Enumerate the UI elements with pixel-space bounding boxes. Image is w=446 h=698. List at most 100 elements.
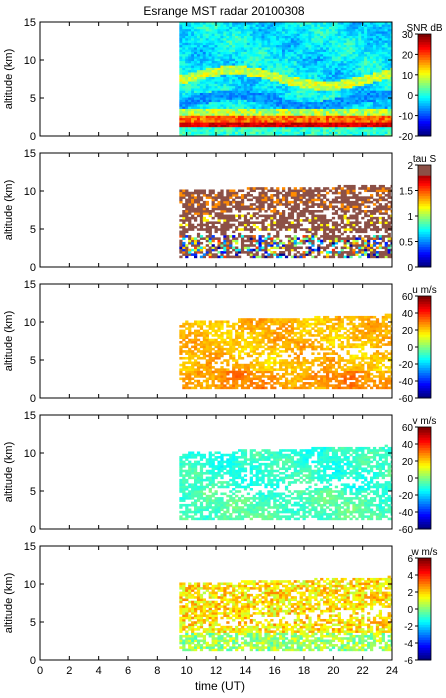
- heatmap-cell: [314, 58, 317, 61]
- heatmap-cell: [229, 251, 232, 254]
- heatmap-cell: [220, 88, 223, 91]
- heatmap-cell: [314, 104, 317, 107]
- heatmap-cell: [329, 65, 332, 68]
- heatmap-cell: [182, 111, 185, 114]
- heatmap-cell: [238, 100, 241, 103]
- heatmap-cell: [291, 100, 294, 103]
- heatmap-cell: [314, 199, 317, 202]
- heatmap-cell: [329, 56, 332, 59]
- heatmap-cell: [282, 95, 285, 98]
- heatmap-cell: [326, 43, 329, 46]
- heatmap-cell: [320, 86, 323, 89]
- heatmap-cell: [300, 63, 303, 66]
- heatmap-cell: [373, 104, 376, 107]
- heatmap-cell: [388, 27, 391, 30]
- heatmap-cell: [291, 244, 294, 247]
- heatmap-cell: [297, 47, 300, 50]
- heatmap-cell: [197, 61, 200, 64]
- heatmap-cell: [370, 70, 373, 73]
- heatmap-cell: [385, 131, 388, 134]
- heatmap-cell: [185, 33, 188, 36]
- heatmap-cell: [273, 58, 276, 61]
- heatmap-cell: [373, 81, 376, 84]
- heatmap-cell: [273, 43, 276, 46]
- heatmap-cell: [200, 68, 203, 71]
- heatmap-cell: [320, 70, 323, 73]
- heatmap-cell: [338, 185, 341, 188]
- heatmap-cell: [215, 29, 218, 32]
- heatmap-cell: [279, 131, 282, 134]
- heatmap-cell: [385, 111, 388, 114]
- heatmap-cell: [235, 84, 238, 87]
- heatmap-cell: [212, 205, 215, 208]
- heatmap-cell: [373, 122, 376, 125]
- heatmap-cell: [261, 81, 264, 84]
- heatmap-cell: [385, 65, 388, 68]
- heatmap-cell: [344, 40, 347, 43]
- heatmap-cell: [188, 221, 191, 224]
- heatmap-cell: [261, 203, 264, 206]
- heatmap-cell: [194, 47, 197, 50]
- heatmap-cell: [215, 74, 218, 77]
- heatmap-cell: [232, 58, 235, 61]
- heatmap-cell: [206, 40, 209, 43]
- heatmap-cell: [276, 115, 279, 118]
- heatmap-cell: [217, 194, 220, 197]
- heatmap-cell: [317, 74, 320, 77]
- heatmap-cell: [179, 199, 182, 202]
- heatmap-cell: [352, 129, 355, 132]
- heatmap-cell: [182, 33, 185, 36]
- heatmap-cell: [288, 86, 291, 89]
- heatmap-cell: [241, 100, 244, 103]
- heatmap-cell: [223, 256, 226, 259]
- heatmap-cell: [370, 33, 373, 36]
- heatmap-cell: [270, 68, 273, 71]
- heatmap-cell: [308, 219, 311, 222]
- heatmap-cell: [223, 228, 226, 231]
- heatmap-cell: [238, 235, 241, 238]
- heatmap-cell: [203, 72, 206, 75]
- heatmap-cell: [217, 72, 220, 75]
- heatmap-cell: [241, 27, 244, 30]
- heatmap-cell: [232, 97, 235, 100]
- heatmap-cell: [373, 33, 376, 36]
- heatmap-cell: [311, 122, 314, 125]
- heatmap-cell: [264, 31, 267, 34]
- heatmap-cell: [352, 215, 355, 218]
- heatmap-cell: [179, 129, 182, 132]
- heatmap-cell: [285, 203, 288, 206]
- heatmap-cell: [197, 194, 200, 197]
- heatmap-cell: [250, 29, 253, 32]
- heatmap-cell: [320, 88, 323, 91]
- heatmap-cell: [259, 187, 262, 190]
- heatmap-cell: [288, 115, 291, 118]
- heatmap-cell: [253, 189, 256, 192]
- heatmap-cell: [311, 237, 314, 240]
- heatmap-cell: [367, 79, 370, 82]
- heatmap-cell: [250, 88, 253, 91]
- heatmap-cell: [311, 196, 314, 199]
- heatmap-cell: [320, 106, 323, 109]
- heatmap-cell: [276, 242, 279, 245]
- heatmap-cell: [294, 208, 297, 211]
- heatmap-cell: [341, 27, 344, 30]
- heatmap-cell: [294, 70, 297, 73]
- heatmap-cell: [212, 90, 215, 93]
- heatmap-cell: [256, 106, 259, 109]
- heatmap-cell: [220, 45, 223, 48]
- heatmap-cell: [191, 129, 194, 132]
- heatmap-cell: [259, 208, 262, 211]
- heatmap-cell: [194, 56, 197, 59]
- heatmap-cell: [235, 61, 238, 64]
- heatmap-cell: [323, 246, 326, 249]
- heatmap-cell: [232, 33, 235, 36]
- heatmap-cell: [349, 86, 352, 89]
- heatmap-cell: [238, 109, 241, 112]
- heatmap-cell: [358, 111, 361, 114]
- heatmap-cell: [270, 81, 273, 84]
- heatmap-cell: [185, 122, 188, 125]
- heatmap-cell: [253, 237, 256, 240]
- heatmap-cell: [220, 231, 223, 234]
- heatmap-cell: [288, 109, 291, 112]
- heatmap-cell: [326, 36, 329, 39]
